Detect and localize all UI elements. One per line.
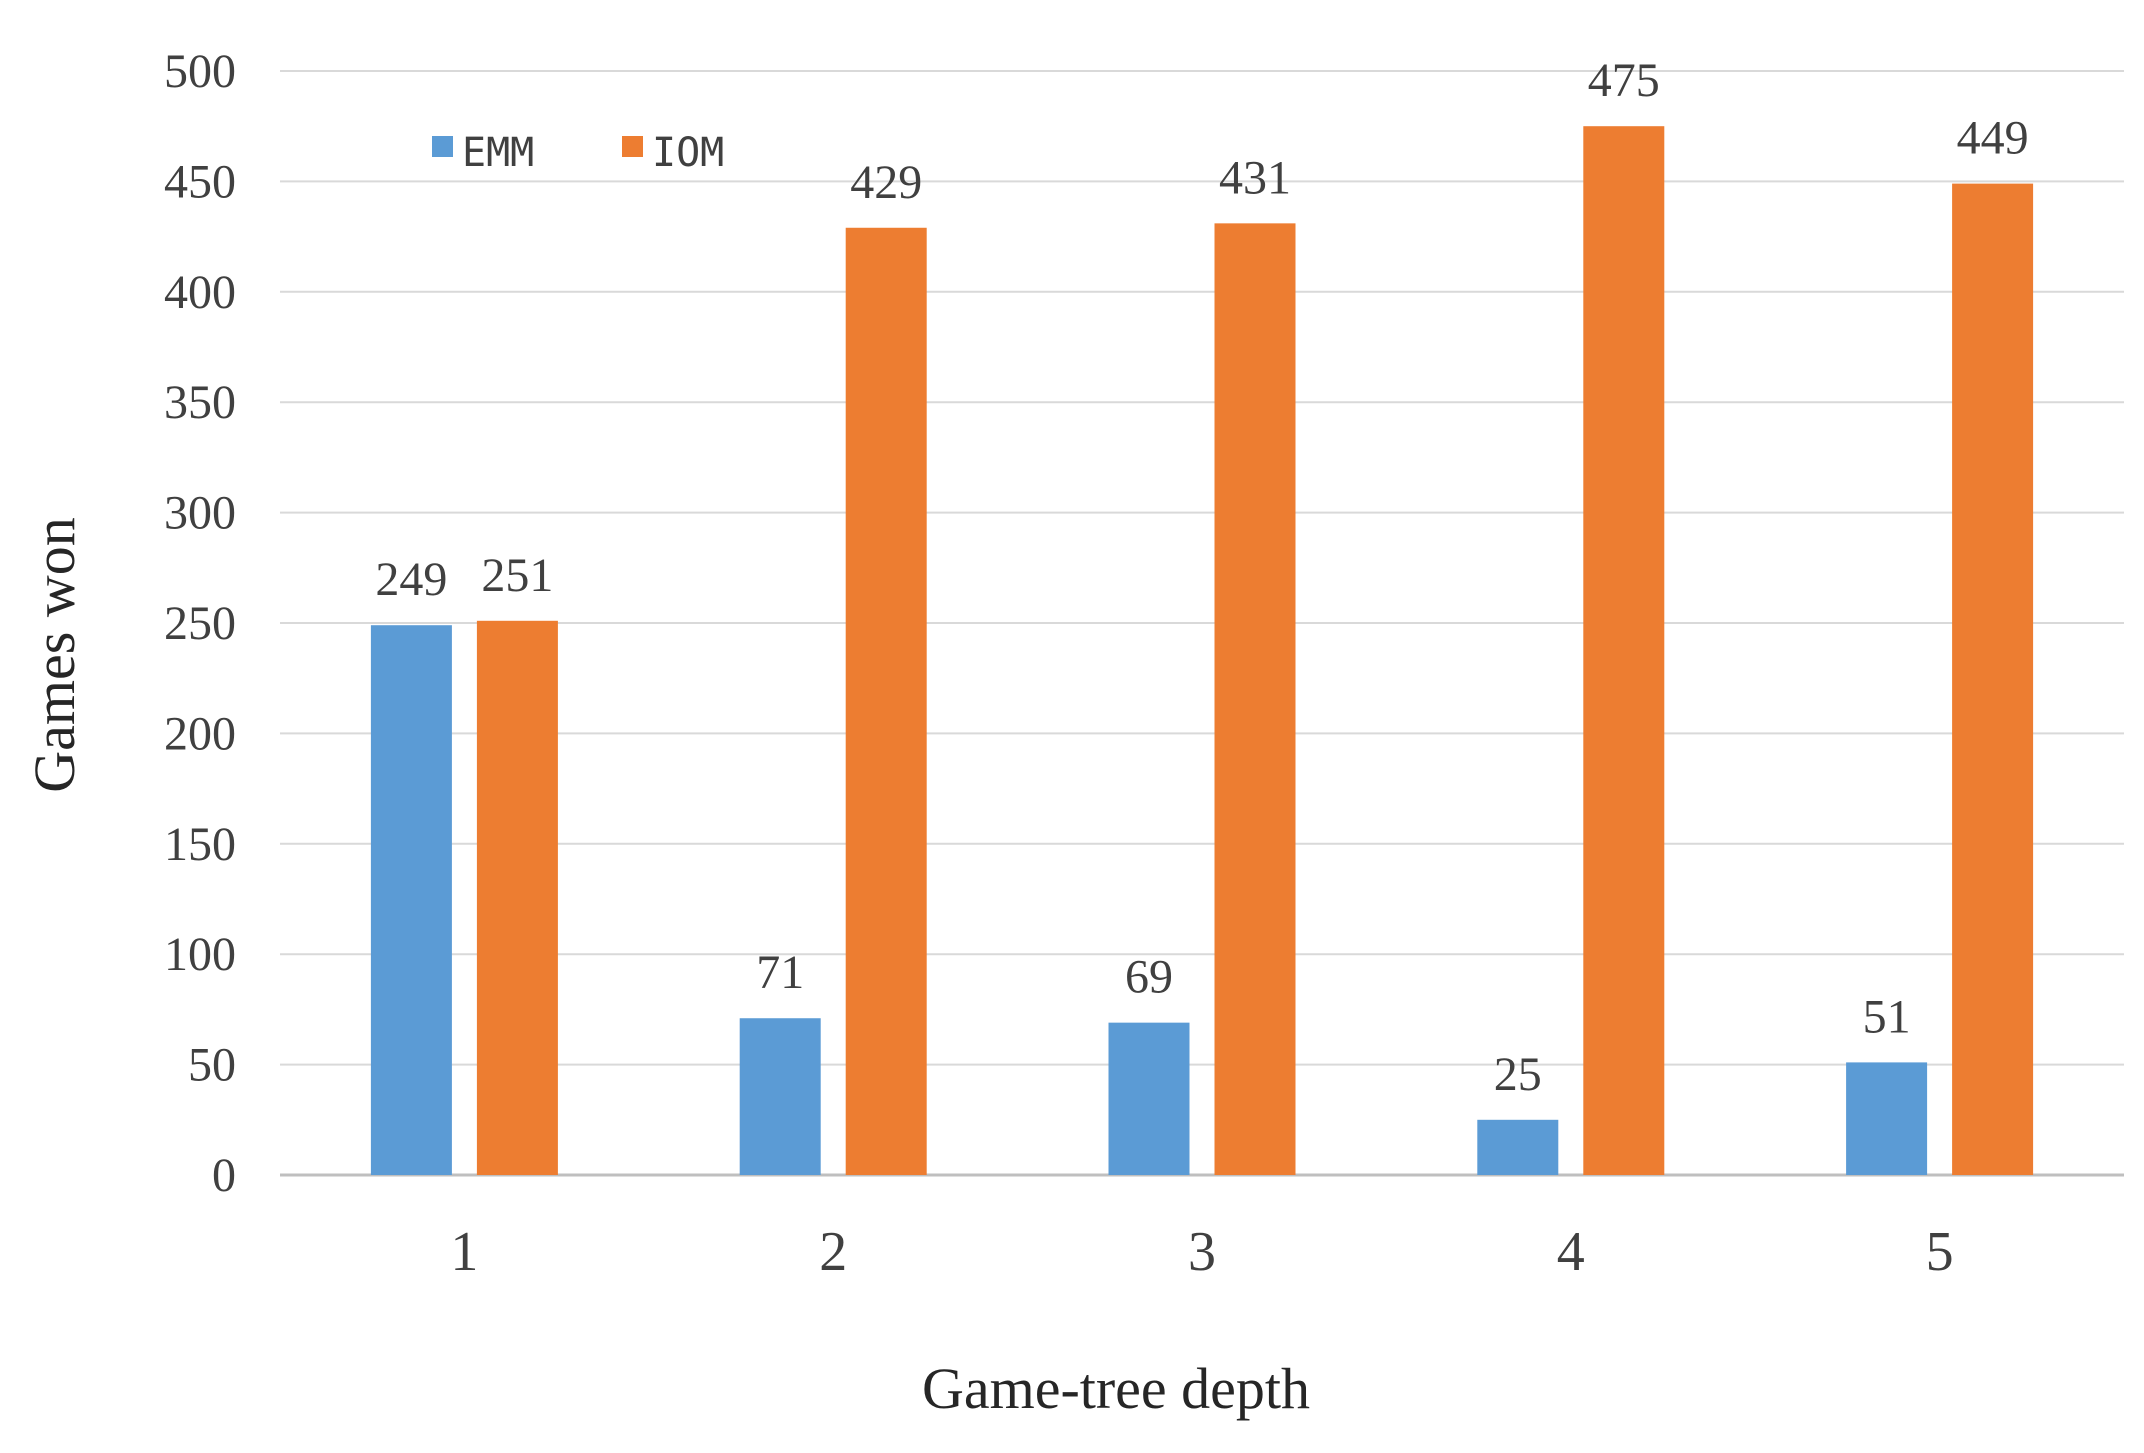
bar-iom-3 — [1214, 223, 1296, 1176]
bar-iom-5 — [1952, 183, 2034, 1175]
x-tick-label: 2 — [819, 1221, 847, 1283]
data-label-emm-4: 25 — [1494, 1048, 1542, 1101]
data-label-emm-1: 249 — [375, 553, 447, 606]
y-tick-label: 450 — [164, 155, 236, 208]
legend: EMM IOM — [432, 130, 724, 176]
legend-label-emm: EMM — [462, 130, 534, 176]
y-tick-label: 350 — [164, 376, 236, 429]
bar-iom-1 — [476, 620, 558, 1175]
gridlines — [280, 70, 2124, 1177]
bar-emm-4 — [1477, 1119, 1559, 1175]
bar-emm-3 — [1108, 1022, 1190, 1175]
x-tick-label: 3 — [1188, 1221, 1216, 1283]
y-tick-label: 500 — [164, 45, 236, 98]
y-tick-label: 200 — [164, 707, 236, 760]
y-tick-label: 100 — [164, 928, 236, 981]
data-label-iom-1: 251 — [481, 549, 553, 602]
bar-iom-2 — [845, 227, 927, 1175]
bar-iom-4 — [1583, 126, 1665, 1176]
bars — [370, 126, 2034, 1176]
y-tick-label: 150 — [164, 818, 236, 871]
x-axis-title: Game-tree depth — [922, 1356, 1310, 1421]
y-axis-title: Games won — [22, 517, 87, 792]
data-label-emm-3: 69 — [1125, 951, 1173, 1004]
bar-emm-2 — [739, 1018, 821, 1175]
legend-swatch-iom — [622, 136, 643, 157]
data-label-emm-2: 71 — [756, 946, 804, 999]
data-label-iom-3: 431 — [1219, 151, 1291, 204]
bar-emm-1 — [370, 625, 452, 1175]
data-label-iom-5: 449 — [1957, 112, 2029, 165]
y-tick-label: 300 — [164, 487, 236, 540]
y-axis-ticks: 0 50 100 150 200 250 300 350 400 450 500 — [164, 45, 236, 1202]
bar-emm-5 — [1846, 1062, 1928, 1175]
data-label-emm-5: 51 — [1863, 990, 1911, 1043]
data-label-iom-4: 475 — [1588, 54, 1660, 107]
x-tick-label: 1 — [450, 1221, 478, 1283]
legend-swatch-emm — [432, 136, 453, 157]
y-tick-label: 0 — [212, 1149, 236, 1202]
x-tick-label: 4 — [1557, 1221, 1585, 1283]
legend-label-iom: IOM — [652, 130, 724, 176]
data-labels: 249 251 71 429 69 431 25 475 51 449 — [375, 54, 2028, 1101]
x-axis-ticks: 1 2 3 4 5 — [450, 1221, 1953, 1283]
y-tick-label: 250 — [164, 597, 236, 650]
y-tick-label: 400 — [164, 266, 236, 319]
y-tick-label: 50 — [188, 1039, 236, 1092]
x-tick-label: 5 — [1926, 1221, 1954, 1283]
data-label-iom-2: 429 — [850, 156, 922, 209]
